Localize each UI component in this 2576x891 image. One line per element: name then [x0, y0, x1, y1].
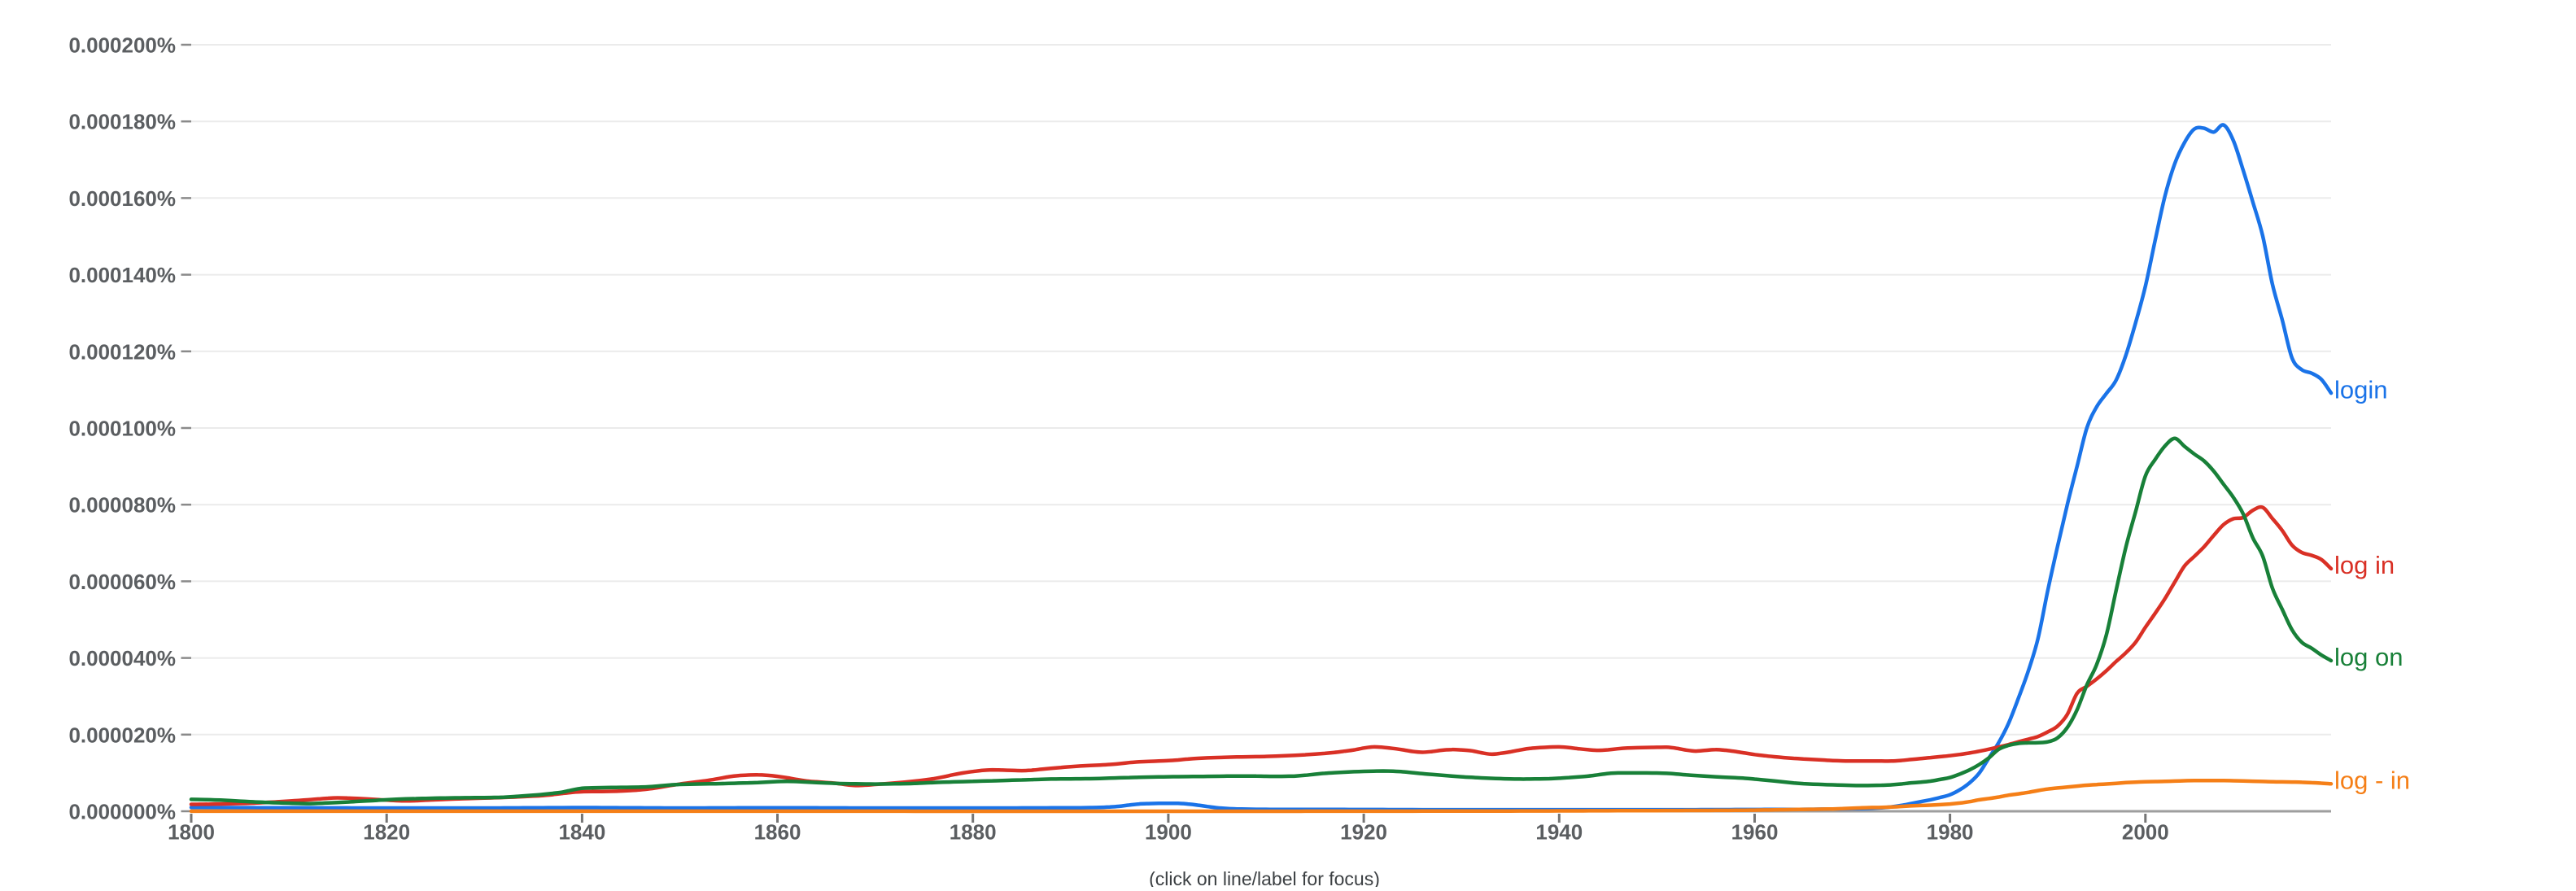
- svg-text:1980: 1980: [1927, 820, 1974, 845]
- svg-text:1860: 1860: [754, 820, 801, 845]
- svg-text:0.000120%: 0.000120%: [68, 339, 176, 364]
- svg-text:1840: 1840: [558, 820, 605, 845]
- svg-text:1940: 1940: [1535, 820, 1583, 845]
- svg-text:log in: log in: [2334, 551, 2395, 579]
- svg-text:log on: log on: [2334, 643, 2403, 671]
- svg-text:0.000080%: 0.000080%: [68, 493, 176, 518]
- svg-text:0.000200%: 0.000200%: [68, 33, 176, 58]
- svg-text:1900: 1900: [1145, 820, 1192, 845]
- svg-text:1880: 1880: [950, 820, 997, 845]
- svg-text:0.000020%: 0.000020%: [68, 723, 176, 747]
- svg-text:(click on line/label for focus: (click on line/label for focus): [1149, 868, 1380, 887]
- svg-text:0.000060%: 0.000060%: [68, 570, 176, 594]
- svg-text:0.000040%: 0.000040%: [68, 646, 176, 670]
- svg-text:1920: 1920: [1340, 820, 1387, 845]
- svg-text:1960: 1960: [1731, 820, 1779, 845]
- svg-text:1800: 1800: [168, 820, 215, 845]
- svg-text:0.000140%: 0.000140%: [68, 263, 176, 287]
- svg-text:0.000000%: 0.000000%: [68, 800, 176, 824]
- svg-text:login: login: [2334, 375, 2388, 404]
- svg-text:2000: 2000: [2122, 820, 2169, 845]
- svg-text:0.000180%: 0.000180%: [68, 110, 176, 134]
- svg-text:log - in: log - in: [2334, 766, 2410, 794]
- svg-text:1820: 1820: [363, 820, 410, 845]
- svg-text:0.000160%: 0.000160%: [68, 186, 176, 211]
- svg-text:0.000100%: 0.000100%: [68, 417, 176, 441]
